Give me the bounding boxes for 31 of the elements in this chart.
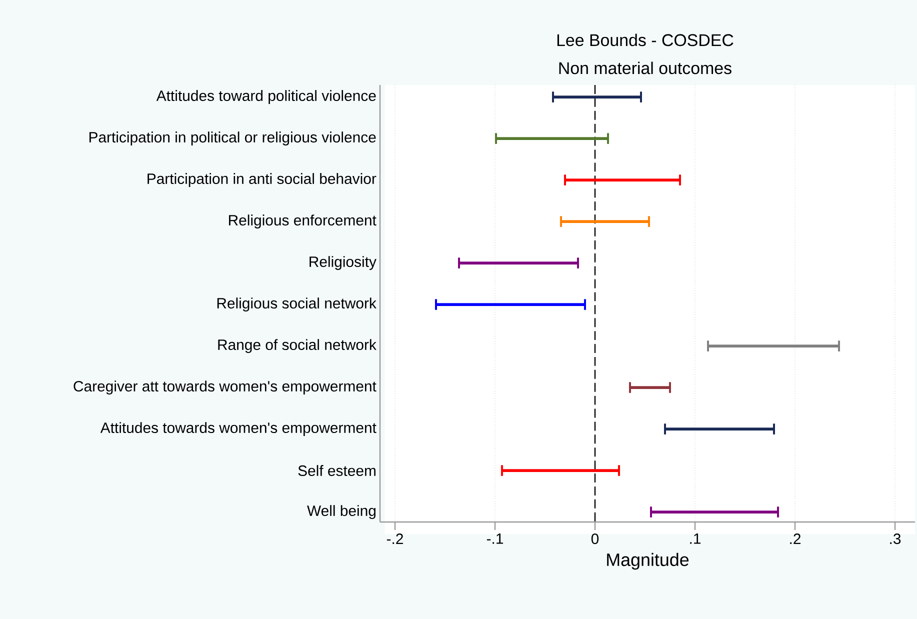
bar (436, 303, 586, 306)
y-tick-label: Attitudes toward political violence (156, 90, 376, 104)
x-axis-title: Magnitude (607, 552, 689, 570)
x-tick-label: .1 (690, 534, 701, 544)
x-tick-label: 0 (591, 534, 599, 544)
bar (502, 469, 620, 472)
x-tick-label: .2 (790, 534, 800, 544)
chart-title: Lee Bounds - COSDEC (557, 34, 734, 46)
y-tick-label: Participation in political or religious violence (89, 132, 376, 146)
bar (708, 344, 840, 348)
bar (496, 137, 608, 140)
bar (561, 220, 650, 223)
x-tick-label: -.1 (486, 534, 503, 544)
y-tick-label: Attitudes towards women's empowerment (100, 422, 376, 436)
x-tick-label: .3 (890, 534, 901, 544)
y-tick-label: Range of social network (218, 339, 376, 353)
bar (553, 96, 642, 98)
y-tick-label: Well being (307, 505, 376, 519)
chart-subtitle: Non material outcomes (559, 62, 732, 74)
bar (565, 178, 680, 182)
bar (630, 386, 670, 389)
y-tick-label: Religious enforcement (229, 214, 376, 228)
y-tick-label: Religiosity (310, 256, 376, 270)
y-tick-label: Religious social network (217, 298, 376, 312)
bar (459, 262, 578, 264)
y-tick-label: Self esteem (298, 465, 376, 476)
x-tick-label: -.2 (386, 534, 403, 544)
y-tick-label: Caregiver att towards women's empowerment (74, 380, 376, 394)
bar (651, 510, 778, 514)
bar (665, 428, 774, 430)
y-tick-label: Participation in anti social behavior (148, 173, 376, 187)
